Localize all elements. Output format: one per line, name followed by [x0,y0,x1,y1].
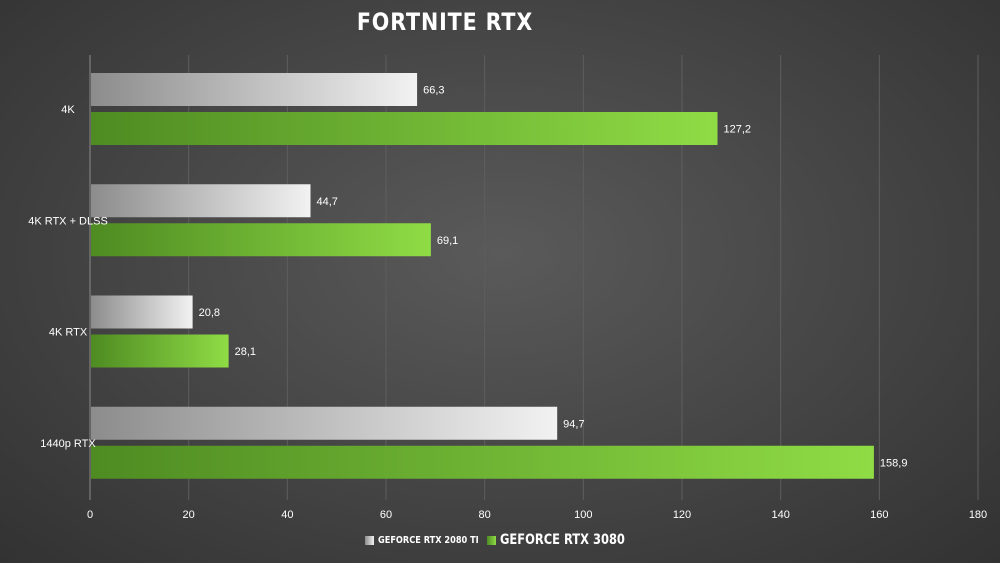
category-label: 4K RTX [49,327,88,339]
x-tick-label: 80 [479,509,491,521]
bars [91,73,874,479]
legend-label-rtx-3080: GEFORCE RTX 3080 [500,532,626,548]
data-label: 66,3 [423,85,444,97]
x-tick-label: 160 [870,509,888,521]
x-tick-label: 100 [574,509,592,521]
x-tick-label: 40 [281,509,293,521]
chart-title: FORTNITE RTX [356,8,534,36]
x-tick-label: 140 [771,509,789,521]
data-label: 158,9 [880,457,908,469]
bar-rtx-2080-ti [91,184,311,218]
bar-rtx-3080 [91,334,229,368]
category-label: 4K [61,104,75,116]
labels: 0 20 40 60 80 100 120 140 160 180 66,3 127,2 4K 44,7 6… [28,85,987,522]
bar-rtx-3080 [91,445,874,479]
x-tick-label: 180 [969,509,987,521]
category-label: 4K RTX + DLSS [28,215,108,227]
data-label: 127,2 [724,124,752,136]
data-label: 20,8 [199,307,220,319]
data-label: 94,7 [563,418,584,430]
bar-rtx-2080-ti [91,295,193,329]
x-tick-label: 120 [673,509,691,521]
legend: GEFORCE RTX 2080 TI GEFORCE RTX 3080 [0,532,1000,548]
category-label: 1440p RTX [40,438,96,450]
x-tick-label: 60 [380,509,392,521]
bar-rtx-2080-ti [91,73,418,106]
legend-item-rtx-3080: GEFORCE RTX 3080 [487,532,634,548]
x-tick-label: 20 [183,509,195,521]
data-label: 44,7 [317,196,338,208]
legend-swatch-rtx-2080-ti [365,535,375,545]
bar-rtx-2080-ti [91,406,558,440]
bar-rtx-3080 [91,112,718,145]
legend-swatch-rtx-3080 [487,535,497,545]
data-label: 69,1 [437,235,458,247]
legend-item-rtx-2080-ti: GEFORCE RTX 2080 TI [365,535,479,546]
bar-rtx-3080 [91,223,431,257]
x-tick-label: 0 [87,509,93,521]
legend-label-rtx-2080-ti: GEFORCE RTX 2080 TI [378,534,480,546]
data-label: 28,1 [235,346,256,358]
